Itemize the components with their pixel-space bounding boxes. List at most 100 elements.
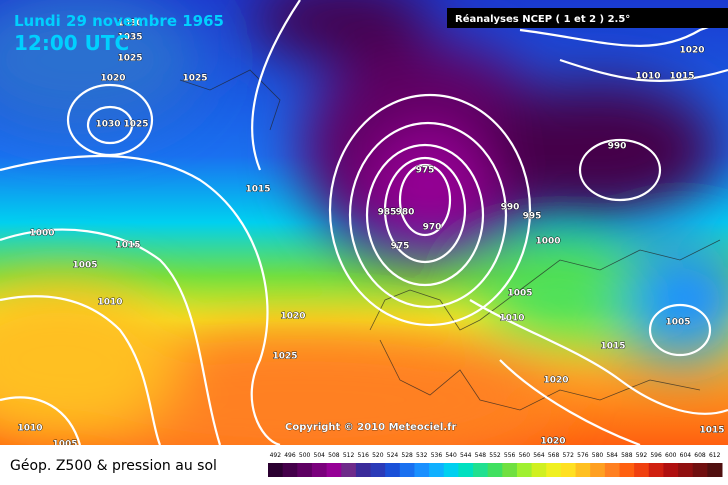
date: Lundi 29 novembre 1965 [14, 12, 224, 30]
isobar-label: 1005 [72, 261, 97, 271]
legend-label: 600 [665, 452, 677, 459]
isobar-label: 1015 [669, 72, 694, 82]
legend-swatch [385, 463, 401, 477]
legend-label: 560 [519, 452, 531, 459]
isobar-label: 1030 [117, 19, 142, 29]
legend-swatch [487, 463, 503, 477]
legend-label: 496 [284, 452, 296, 459]
legend-label: 604 [680, 452, 692, 459]
legend-label: 544 [460, 452, 472, 459]
isobar-label: 990 [608, 142, 627, 152]
isobar-label: 1010 [17, 424, 42, 434]
isobar-label: 1015 [699, 426, 724, 436]
legend-swatch [546, 463, 562, 477]
copyright: Copyright © 2010 Meteociel.fr [285, 422, 456, 433]
legend-label: 516 [357, 452, 369, 459]
isobar-label: 1020 [543, 376, 568, 386]
legend-swatch [443, 463, 459, 477]
time: 12:00 UTC [14, 31, 129, 55]
isobar-label: 1025 [117, 54, 142, 64]
isobar-label: 1020 [280, 312, 305, 322]
legend-label: 548 [475, 452, 487, 459]
coastlines [179, 69, 721, 411]
legend-swatch [414, 463, 430, 477]
legend-label: 596 [650, 452, 662, 459]
source-box [447, 8, 728, 28]
isobar-label: 1025 [272, 352, 297, 362]
isobar-label: 1035 [117, 33, 142, 43]
legend-label: 576 [577, 452, 589, 459]
legend-label: 520 [372, 452, 384, 459]
legend-swatch [531, 463, 547, 477]
legend-swatch [458, 463, 474, 477]
legend-label: 492 [270, 452, 282, 459]
legend-swatch [575, 463, 591, 477]
legend-label: 592 [636, 452, 648, 459]
legend-label: 584 [606, 452, 618, 459]
legend-swatch [648, 463, 664, 477]
isobar-label: 1020 [540, 437, 565, 447]
legend-label: 524 [387, 452, 399, 459]
isobar-label: 995 [523, 212, 542, 222]
isobar-label: 1010 [97, 298, 122, 308]
isobar-label: 1030 [95, 120, 120, 130]
legend-swatch [370, 463, 386, 477]
legend-label: 568 [548, 452, 560, 459]
legend-swatch [341, 463, 357, 477]
legend-label: 500 [299, 452, 311, 459]
legend-swatch [692, 463, 708, 477]
isobar-label: 980 [396, 208, 415, 218]
legend-label: 540 [445, 452, 457, 459]
legend-label: 508 [328, 452, 340, 459]
isobar-label: 1005 [665, 318, 690, 328]
legend-swatch [590, 463, 606, 477]
isobar-label: 1000 [535, 237, 560, 247]
legend-swatch [678, 463, 694, 477]
legend-swatch [516, 463, 533, 477]
isobar-label: 1025 [123, 120, 148, 130]
legend-label: 556 [504, 452, 516, 459]
legend-swatch [604, 463, 620, 477]
legend-label: 564 [533, 452, 545, 459]
legend-swatch [502, 463, 518, 477]
legend-swatch [326, 463, 342, 477]
isobar-label: 1005 [52, 440, 77, 450]
legend-label: 580 [592, 452, 604, 459]
isobar-label: 1000 [29, 229, 54, 239]
isobar-label: 1025 [182, 74, 207, 84]
legend-title: Géop. Z500 & pression au sol [10, 458, 217, 474]
isobar-label: 990 [501, 203, 520, 213]
legend-swatch [473, 463, 489, 477]
legend-swatch [429, 463, 445, 477]
legend-label: 536 [431, 452, 443, 459]
legend-label: 552 [489, 452, 501, 459]
legend-swatch [560, 463, 577, 477]
isobar-label: 1010 [499, 314, 524, 324]
isobar-label: 1020 [679, 46, 704, 56]
legend-swatch [399, 463, 415, 477]
isobar-label: 975 [416, 166, 435, 176]
legend-label: 588 [621, 452, 633, 459]
isobar-label: 1015 [600, 342, 625, 352]
legend-swatch [268, 463, 284, 477]
legend-label: 528 [401, 452, 413, 459]
isobar-label: 1005 [507, 289, 532, 299]
color-scale: 492 496 500 504 508 512 516 520 524 528 532 536 540 5… [268, 452, 723, 477]
isobar-labels: 1030 1035 1025 1020 1025 1030 1025 1015 … [17, 18, 725, 450]
isobar-label: 1015 [245, 185, 270, 195]
isobar-label: 1015 [115, 241, 140, 251]
legend-label: 612 [709, 452, 721, 459]
source: Réanalyses NCEP ( 1 et 2 ) 2.5° [455, 13, 630, 25]
isobar-label: 1010 [635, 72, 660, 82]
legend-swatch [634, 463, 650, 477]
isobars [0, 0, 728, 445]
legend-label: 608 [694, 452, 706, 459]
legend-label: 512 [343, 452, 355, 459]
legend-swatch [282, 463, 298, 477]
isobar-label: 985 [378, 208, 397, 218]
legend-swatch [297, 463, 313, 477]
legend-swatch [663, 463, 679, 477]
legend-swatch [707, 463, 723, 477]
legend-swatch [619, 463, 635, 477]
